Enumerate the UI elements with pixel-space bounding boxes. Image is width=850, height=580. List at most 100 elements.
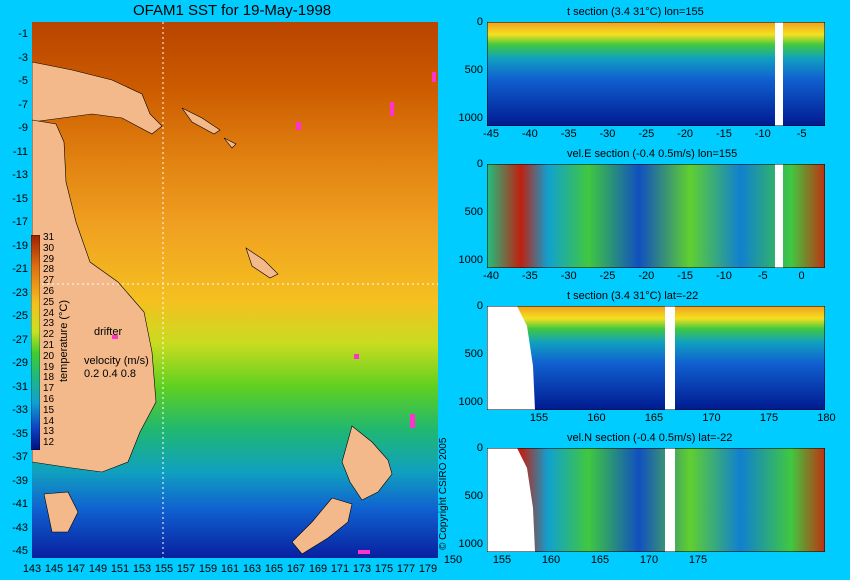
- map-lon-tick: 147: [66, 563, 86, 575]
- section-title: t section (3.4 31°C) lat=-22: [567, 290, 699, 302]
- section-x-tick: -10: [754, 128, 771, 140]
- section-x-tick: 165: [590, 554, 610, 566]
- section-y-tick: 1000: [458, 112, 483, 124]
- section-y-tick: 0: [476, 300, 483, 312]
- colorbar-tick: 16: [43, 394, 55, 405]
- map-lat-tick: -21: [12, 263, 28, 275]
- map-lat-tick: -13: [12, 169, 28, 181]
- section-plot: [487, 164, 825, 268]
- section-x-tick: 170: [702, 412, 721, 424]
- section-y-tick: 500: [464, 490, 483, 502]
- drifter-marker: [296, 122, 301, 130]
- map-lat-tick: -35: [12, 427, 28, 440]
- map-lat-tick: -33: [12, 404, 28, 416]
- section-y-tick: 0: [476, 442, 483, 454]
- section-x-tick: -20: [638, 270, 655, 282]
- section-x-tick: -15: [677, 270, 694, 282]
- map-lat-tick: -1: [18, 28, 28, 40]
- section-y-tick: 500: [464, 206, 483, 218]
- map-lon-tick: 145: [44, 563, 64, 575]
- map-lon-tick: 157: [176, 563, 196, 575]
- section-x-tick: -35: [521, 270, 538, 282]
- colorbar-tick: 20: [43, 350, 55, 362]
- section-x-tick: 150: [443, 554, 463, 566]
- map-lat-tick: -19: [12, 239, 28, 252]
- map-lon-tick: 159: [198, 563, 218, 575]
- missing-data-gap: [775, 22, 783, 126]
- section-x-tick: -20: [677, 128, 694, 140]
- colorbar-tick: 29: [43, 253, 55, 265]
- map-lat-tick: -9: [18, 122, 28, 134]
- section-x-tick: 180: [817, 412, 836, 424]
- colorbar-tick: 28: [43, 264, 55, 276]
- map-lat-tick: -39: [12, 474, 28, 487]
- colorbar: [31, 235, 40, 450]
- section-field: [487, 306, 825, 410]
- land-png: [32, 61, 163, 135]
- section-x-tick: 160: [541, 554, 561, 566]
- land-australia: [32, 119, 157, 473]
- colorbar-tick: 23: [43, 318, 55, 330]
- colorbar-tick: 22: [43, 329, 55, 341]
- colorbar-tick: 25: [43, 296, 55, 308]
- map-lon-tick: 155: [154, 563, 174, 575]
- section-land-mask: [487, 448, 535, 552]
- section-field: [487, 164, 825, 268]
- colorbar-tick: 31: [43, 232, 55, 243]
- map-lat-tick: -37: [12, 451, 28, 463]
- section-x-tick: -5: [796, 128, 807, 140]
- map-lat-tick: -29: [12, 357, 28, 369]
- section-y-tick: 1000: [458, 538, 483, 550]
- map-lon-tick: 149: [88, 563, 108, 575]
- drifter-label: drifter: [94, 326, 123, 338]
- map-lat-tick: -27: [12, 333, 28, 346]
- section-field: [487, 22, 825, 126]
- drifter-legend-marker: [112, 335, 118, 339]
- colorbar-tick: 15: [43, 404, 55, 416]
- drifter-marker: [432, 72, 436, 82]
- land-tasmania: [43, 491, 79, 533]
- colorbar-tick: 21: [43, 340, 55, 351]
- map-lon-tick: 161: [220, 563, 240, 575]
- map-lat-tick: -45: [12, 545, 28, 557]
- map-lat-tick: -43: [12, 521, 28, 534]
- section-x-tick: 155: [492, 554, 512, 566]
- section-plot: [487, 306, 825, 410]
- section-plot: [487, 22, 825, 126]
- section-title: vel.E section (-0.4 0.5m/s) lon=155: [567, 148, 738, 160]
- map-lon-tick: 173: [352, 563, 372, 575]
- map-lon-tick: 151: [110, 563, 130, 575]
- section-title: vel.N section (-0.4 0.5m/s) lat=-22: [567, 432, 733, 444]
- section-y-tick: 500: [464, 348, 483, 360]
- velocity-scale: 0.2 0.4 0.8: [84, 368, 136, 380]
- drifter-marker: [410, 414, 415, 428]
- section-y-tick: 1000: [458, 254, 483, 266]
- section-x-tick: 170: [639, 554, 659, 566]
- map-lat-tick: -31: [12, 380, 28, 393]
- map-lon-tick: 153: [132, 563, 152, 575]
- section-x-tick: -15: [715, 128, 732, 140]
- copyright-text: © Copyright CSIRO 2005: [438, 437, 449, 550]
- section-plot: [487, 448, 825, 552]
- section-y-tick: 0: [476, 16, 483, 28]
- section-x-tick: 155: [529, 412, 549, 424]
- land-nz: [291, 425, 393, 555]
- section-x-tick: 175: [688, 554, 708, 566]
- colorbar-tick: 13: [43, 426, 55, 438]
- map-lat-tick: -5: [18, 75, 28, 87]
- section-x-tick: -25: [599, 270, 616, 282]
- map-lon-tick: 171: [330, 563, 350, 575]
- map-lon-tick: 179: [418, 563, 438, 575]
- colorbar-label: temperature (°C): [58, 299, 70, 382]
- section-x-tick: 160: [587, 412, 606, 424]
- map-lon-tick: 169: [308, 563, 328, 575]
- map-lat-tick: -7: [18, 98, 28, 111]
- section-x-tick: 165: [644, 412, 664, 424]
- colorbar-tick: 18: [43, 372, 55, 384]
- section-title: t section (3.4 31°C) lon=155: [567, 6, 704, 18]
- missing-data-gap: [775, 164, 783, 268]
- colorbar-tick: 27: [43, 275, 55, 287]
- map-lon-tick: 163: [242, 563, 262, 575]
- drifter-marker: [390, 102, 394, 116]
- velocity-label: velocity (m/s): [84, 355, 149, 367]
